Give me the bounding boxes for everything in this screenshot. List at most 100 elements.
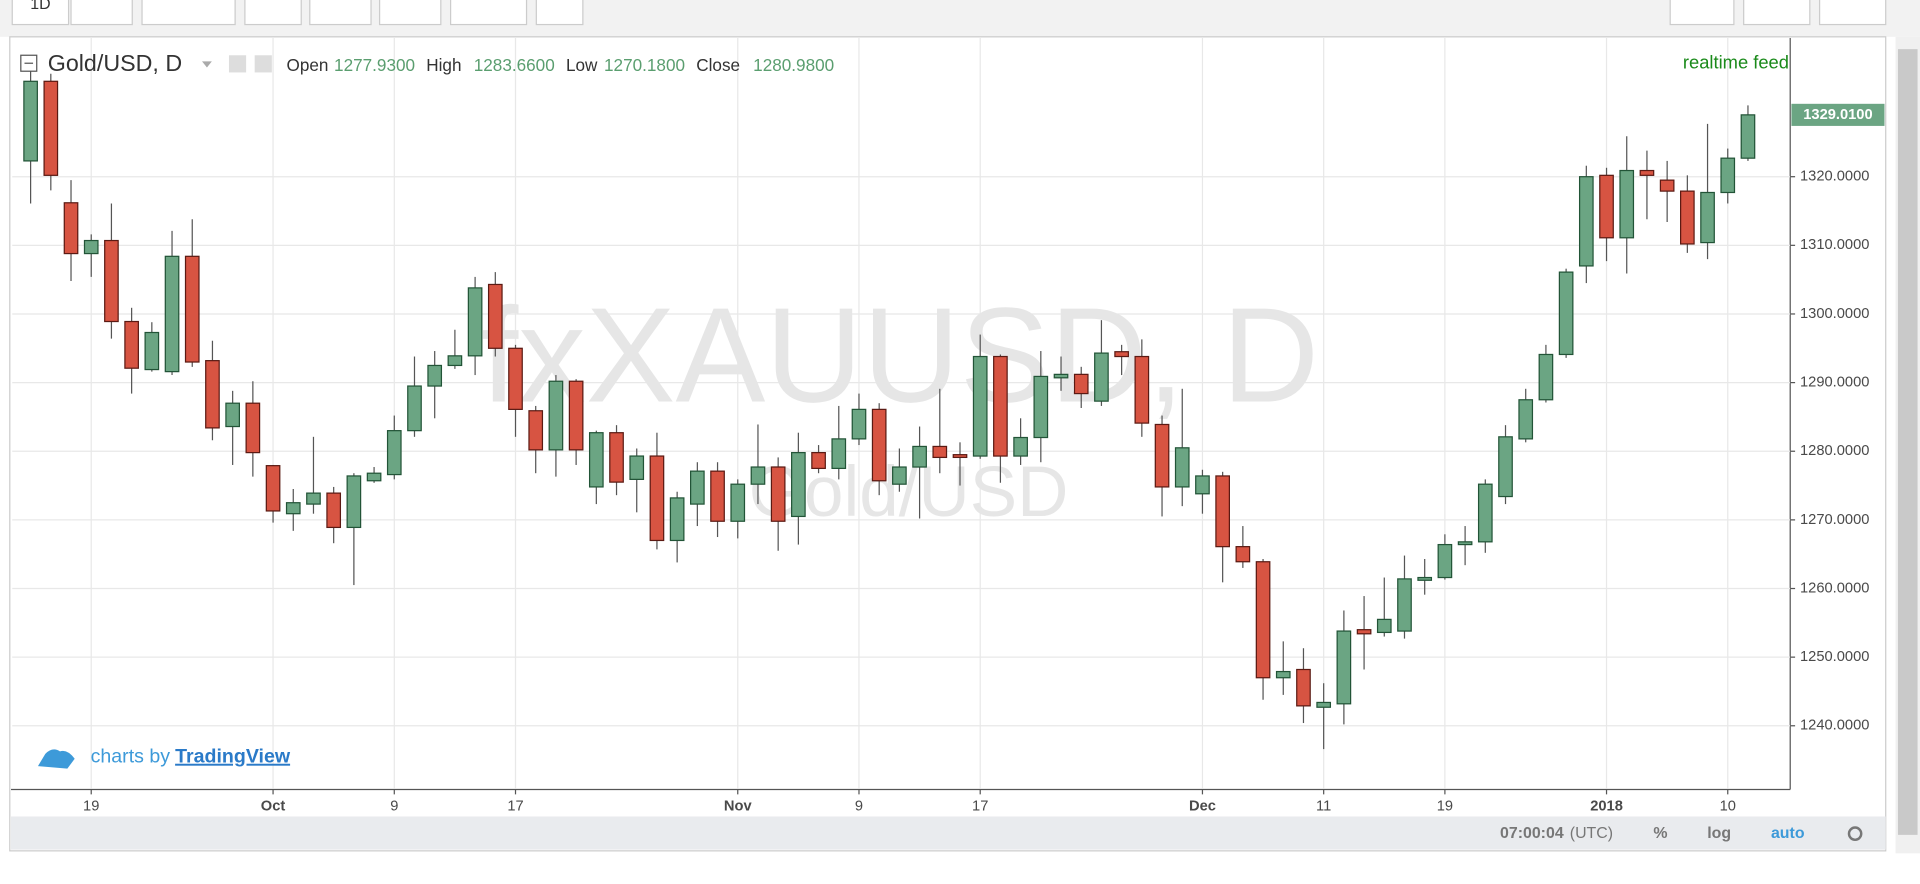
candle-body	[144, 331, 160, 371]
y-tick-label: 1310.0000	[1800, 237, 1869, 253]
save-button[interactable]	[1818, 0, 1887, 26]
candle-body	[1094, 352, 1109, 402]
candle-body	[972, 355, 988, 457]
snapshot-button[interactable]	[1669, 0, 1735, 26]
log-toggle[interactable]: log	[1707, 825, 1731, 842]
templates-button[interactable]	[378, 0, 442, 26]
candle-body	[1174, 447, 1190, 488]
candle-body	[1518, 399, 1534, 440]
candle-body	[669, 497, 685, 542]
timezone[interactable]: (UTC)	[1570, 825, 1613, 842]
candle-body	[952, 454, 968, 459]
candle-body	[1336, 630, 1352, 705]
candle-body	[1619, 169, 1635, 239]
candle-body	[467, 287, 483, 357]
candle-body	[1700, 191, 1715, 244]
credit-text: charts by	[91, 746, 171, 768]
percent-toggle[interactable]: %	[1653, 825, 1667, 842]
y-tick-label: 1260.0000	[1800, 580, 1869, 596]
x-tick-label: Dec	[1189, 799, 1216, 815]
candle-body	[23, 80, 38, 162]
candle-body	[932, 445, 948, 459]
candle-body	[568, 380, 584, 451]
candle-body	[1578, 176, 1594, 267]
candle-body	[710, 470, 725, 522]
interval-button[interactable]	[11, 0, 70, 26]
chart-style-button[interactable]	[141, 0, 236, 26]
ohlc-label: Open	[287, 55, 329, 75]
candle-body	[1275, 670, 1291, 679]
candle-body	[1457, 541, 1473, 546]
grid	[12, 38, 1791, 789]
candle-body	[912, 445, 927, 468]
candle-body	[1356, 629, 1372, 635]
auto-toggle[interactable]: auto	[1771, 825, 1805, 842]
ohlc-label: Low	[566, 55, 598, 75]
candle-body	[306, 492, 321, 505]
candle-body	[487, 283, 503, 349]
x-tick-label: 19	[83, 799, 99, 815]
candle-body	[265, 465, 281, 512]
candle-body	[1558, 271, 1574, 356]
ohlc-legend: Open 1277.9300 High 1283.6600 Low 1270.1800 Cl…	[287, 55, 835, 75]
candle-body	[1720, 157, 1736, 194]
y-tick-label: 1250.0000	[1800, 649, 1869, 665]
candle-body	[1599, 174, 1614, 239]
y-tick-label: 1280.0000	[1800, 443, 1869, 459]
candle-body	[993, 355, 1008, 457]
candle-body	[326, 492, 342, 529]
ohlc-value: 1280.9800	[753, 55, 834, 75]
candle-body	[1740, 114, 1756, 159]
candle-body	[548, 380, 564, 451]
x-tick-label: Oct	[261, 799, 286, 815]
candle-body	[1195, 475, 1210, 495]
toolbar-buttons	[11, 0, 1887, 26]
candle-body	[427, 364, 443, 387]
tradingview-logo	[37, 749, 75, 769]
symbol-menu[interactable]	[202, 61, 212, 68]
credit-link[interactable]: TradingView	[175, 746, 291, 768]
compare-button[interactable]	[70, 0, 133, 26]
candle-body	[1397, 578, 1412, 632]
candle-body	[245, 402, 261, 454]
y-tick-label: 1320.0000	[1800, 169, 1869, 185]
ohlc-value: 1277.9300	[334, 55, 415, 75]
ohlc-label: Close	[696, 55, 740, 75]
chart-properties-button[interactable]	[1743, 0, 1811, 26]
candle-body	[892, 466, 907, 485]
candle-body	[83, 239, 99, 255]
candle-body	[649, 455, 665, 542]
x-tick-label: Nov	[724, 799, 753, 815]
chart-frame	[9, 36, 1887, 852]
candle-body	[851, 408, 867, 440]
y-tick-label: 1270.0000	[1800, 512, 1869, 528]
candle-body	[1235, 546, 1251, 563]
candle-body	[1680, 190, 1695, 245]
fullscreen-button[interactable]	[535, 0, 584, 26]
candle-body	[811, 451, 826, 470]
last-price-tag	[1791, 103, 1885, 126]
candle-body	[1073, 373, 1089, 395]
scrollbar-thumb[interactable]	[1897, 49, 1918, 835]
axis-settings[interactable]	[1847, 826, 1863, 842]
undo-redo-button[interactable]	[450, 0, 528, 26]
x-tick-label: 9	[855, 799, 863, 815]
candle-body	[164, 255, 180, 373]
indicators-button[interactable]	[309, 0, 372, 26]
x-tick-label: 2018	[1590, 799, 1623, 815]
candle-body	[124, 320, 139, 369]
x-tick-label: 9	[390, 799, 398, 815]
candle-body	[285, 502, 301, 515]
settings-button[interactable]	[244, 0, 302, 26]
candles	[23, 66, 1756, 750]
ohlc-value: 1283.6600	[474, 55, 555, 75]
clock: 07:00:04	[1500, 825, 1564, 842]
interval-label: 1D	[30, 0, 50, 13]
settings-toggle[interactable]	[254, 55, 272, 73]
candle-body	[609, 432, 624, 483]
watermark: fxXAUUSD, D	[481, 279, 1319, 430]
visibility-toggle[interactable]	[228, 55, 247, 73]
x-tick-label: 19	[1437, 799, 1453, 815]
